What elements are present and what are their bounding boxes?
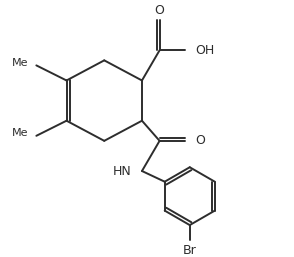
Text: HN: HN	[113, 164, 132, 178]
Text: Me: Me	[12, 128, 29, 138]
Text: Me: Me	[12, 58, 29, 68]
Text: O: O	[195, 134, 205, 147]
Text: OH: OH	[195, 44, 214, 57]
Text: O: O	[155, 4, 165, 16]
Text: Br: Br	[183, 244, 197, 257]
